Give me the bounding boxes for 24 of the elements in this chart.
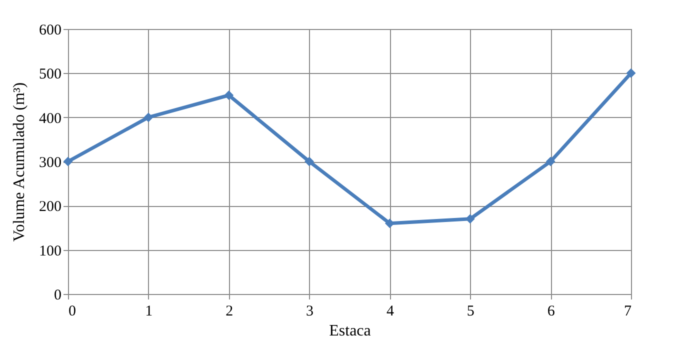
point bbox=[304, 156, 314, 166]
point bbox=[626, 68, 636, 78]
x-tick-label: 6 bbox=[547, 304, 556, 320]
x-tick-label: 7 bbox=[624, 304, 632, 320]
x-axis-title: Estaca bbox=[329, 322, 371, 340]
y-tick-label: 0 bbox=[54, 288, 62, 304]
x-tick-label: 3 bbox=[306, 304, 314, 320]
y-tick-label: 400 bbox=[39, 110, 62, 127]
x-tick-label: 5 bbox=[466, 304, 474, 320]
point bbox=[144, 112, 154, 122]
point bbox=[224, 90, 234, 100]
x-tick-label: 1 bbox=[145, 304, 153, 320]
point bbox=[384, 218, 394, 228]
y-tick-label: 200 bbox=[39, 199, 62, 216]
y-axis-title: Volume Acumulado (m³) bbox=[11, 82, 28, 242]
y-tick-label: 500 bbox=[39, 66, 62, 83]
x-tick-label: 4 bbox=[386, 304, 394, 320]
y-tick-label: 300 bbox=[39, 155, 62, 171]
y-tick-label: 100 bbox=[39, 243, 62, 260]
y-tick-label: 600 bbox=[39, 22, 62, 38]
point bbox=[465, 214, 475, 224]
x-tick-label: 0 bbox=[68, 304, 76, 320]
point bbox=[546, 156, 556, 166]
x-tick-label: 2 bbox=[226, 304, 234, 320]
